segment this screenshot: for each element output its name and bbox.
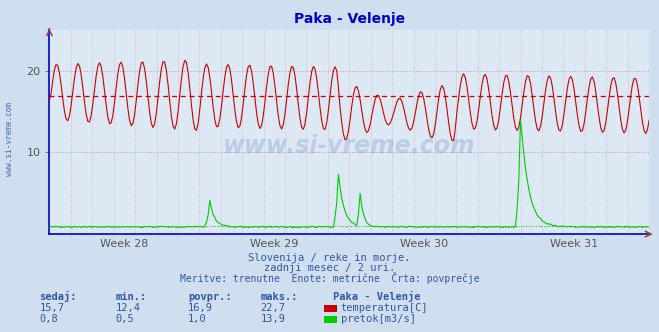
Text: 22,7: 22,7: [260, 303, 285, 313]
Text: 1,0: 1,0: [188, 314, 206, 324]
Text: 0,5: 0,5: [115, 314, 134, 324]
Text: sedaj:: sedaj:: [40, 291, 77, 302]
Text: 0,8: 0,8: [40, 314, 58, 324]
Text: 16,9: 16,9: [188, 303, 213, 313]
Text: 12,4: 12,4: [115, 303, 140, 313]
Title: Paka - Velenje: Paka - Velenje: [294, 12, 405, 26]
Text: Meritve: trenutne  Enote: metrične  Črta: povprečje: Meritve: trenutne Enote: metrične Črta: …: [180, 272, 479, 284]
Text: 15,7: 15,7: [40, 303, 65, 313]
Text: povpr.:: povpr.:: [188, 292, 231, 302]
Text: maks.:: maks.:: [260, 292, 298, 302]
Text: Slovenija / reke in morje.: Slovenija / reke in morje.: [248, 253, 411, 263]
Text: min.:: min.:: [115, 292, 146, 302]
Text: www.si-vreme.com: www.si-vreme.com: [5, 103, 14, 176]
Text: pretok[m3/s]: pretok[m3/s]: [341, 314, 416, 324]
Text: www.si-vreme.com: www.si-vreme.com: [223, 134, 476, 158]
Text: Paka - Velenje: Paka - Velenje: [333, 291, 420, 302]
Text: zadnji mesec / 2 uri.: zadnji mesec / 2 uri.: [264, 263, 395, 273]
Text: temperatura[C]: temperatura[C]: [341, 303, 428, 313]
Text: 13,9: 13,9: [260, 314, 285, 324]
